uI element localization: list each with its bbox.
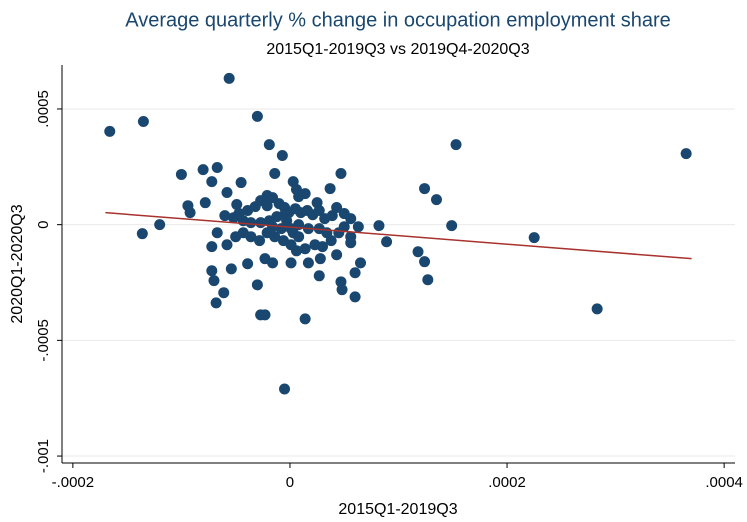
x-tick-label: 0 bbox=[286, 474, 294, 491]
point bbox=[269, 168, 281, 180]
point bbox=[259, 309, 271, 321]
point bbox=[345, 237, 357, 249]
point bbox=[314, 253, 326, 265]
point bbox=[197, 164, 209, 176]
point bbox=[206, 265, 218, 277]
point bbox=[349, 267, 361, 279]
point bbox=[302, 257, 314, 269]
point bbox=[210, 297, 222, 309]
point bbox=[223, 72, 235, 84]
point bbox=[355, 257, 367, 269]
y-tick-label: 0 bbox=[35, 220, 52, 228]
point bbox=[276, 149, 288, 161]
point bbox=[184, 207, 196, 219]
point bbox=[267, 257, 279, 269]
point bbox=[251, 279, 263, 291]
point bbox=[199, 197, 211, 209]
point bbox=[331, 202, 343, 214]
point bbox=[231, 199, 243, 211]
point bbox=[419, 183, 431, 195]
point bbox=[263, 139, 275, 151]
point bbox=[208, 275, 220, 287]
point bbox=[136, 228, 148, 240]
point bbox=[225, 263, 237, 275]
point bbox=[285, 223, 297, 235]
point bbox=[206, 176, 218, 188]
point bbox=[326, 210, 338, 222]
point bbox=[591, 303, 603, 315]
point bbox=[221, 239, 233, 251]
point bbox=[309, 239, 321, 251]
point bbox=[313, 270, 325, 282]
point bbox=[154, 219, 166, 231]
point bbox=[349, 291, 361, 303]
x-axis-label: 2015Q1-2019Q3 bbox=[338, 501, 457, 518]
point bbox=[680, 148, 692, 160]
point bbox=[335, 168, 347, 180]
point bbox=[293, 191, 305, 203]
point bbox=[450, 139, 462, 151]
point bbox=[299, 313, 311, 325]
point bbox=[279, 209, 291, 221]
point bbox=[255, 217, 267, 229]
point bbox=[211, 227, 223, 239]
point bbox=[446, 220, 458, 232]
point bbox=[345, 213, 357, 225]
point bbox=[373, 220, 385, 232]
point bbox=[324, 183, 336, 195]
point bbox=[293, 231, 305, 243]
y-tick-label: .0005 bbox=[35, 90, 52, 128]
point bbox=[267, 221, 279, 233]
chart-subtitle: 2015Q1-2019Q3 vs 2019Q4-2020Q3 bbox=[266, 41, 529, 58]
point bbox=[251, 110, 263, 122]
point bbox=[352, 221, 364, 233]
point bbox=[237, 215, 249, 227]
point bbox=[218, 287, 230, 299]
point bbox=[230, 231, 242, 243]
point bbox=[430, 194, 442, 206]
fit-line bbox=[105, 211, 692, 260]
point bbox=[221, 186, 233, 198]
point bbox=[279, 383, 291, 395]
y-axis-label: 2020Q1-2020Q3 bbox=[9, 204, 26, 323]
point bbox=[175, 168, 187, 180]
y-tick-label: -.001 bbox=[35, 439, 52, 473]
point bbox=[242, 258, 254, 270]
point bbox=[254, 235, 266, 247]
point bbox=[311, 197, 323, 209]
point bbox=[412, 246, 424, 258]
x-tick-label: .0002 bbox=[488, 474, 526, 491]
point bbox=[321, 227, 333, 239]
point bbox=[219, 210, 231, 222]
y-tick-label: -.0005 bbox=[35, 319, 52, 362]
point bbox=[206, 241, 218, 253]
point bbox=[528, 232, 540, 244]
point bbox=[104, 125, 116, 137]
point bbox=[419, 256, 431, 268]
point bbox=[137, 115, 149, 127]
point bbox=[261, 200, 273, 212]
point bbox=[336, 284, 348, 296]
point bbox=[285, 257, 297, 269]
x-tick-label: .0004 bbox=[705, 474, 743, 491]
point bbox=[235, 177, 247, 189]
chart-title: Average quarterly % change in occupation… bbox=[125, 9, 671, 31]
point bbox=[381, 236, 393, 248]
point bbox=[331, 249, 343, 261]
x-tick-label: -.0002 bbox=[52, 474, 95, 491]
point bbox=[277, 235, 289, 247]
point bbox=[422, 274, 434, 286]
point bbox=[299, 243, 311, 255]
point bbox=[211, 162, 223, 174]
